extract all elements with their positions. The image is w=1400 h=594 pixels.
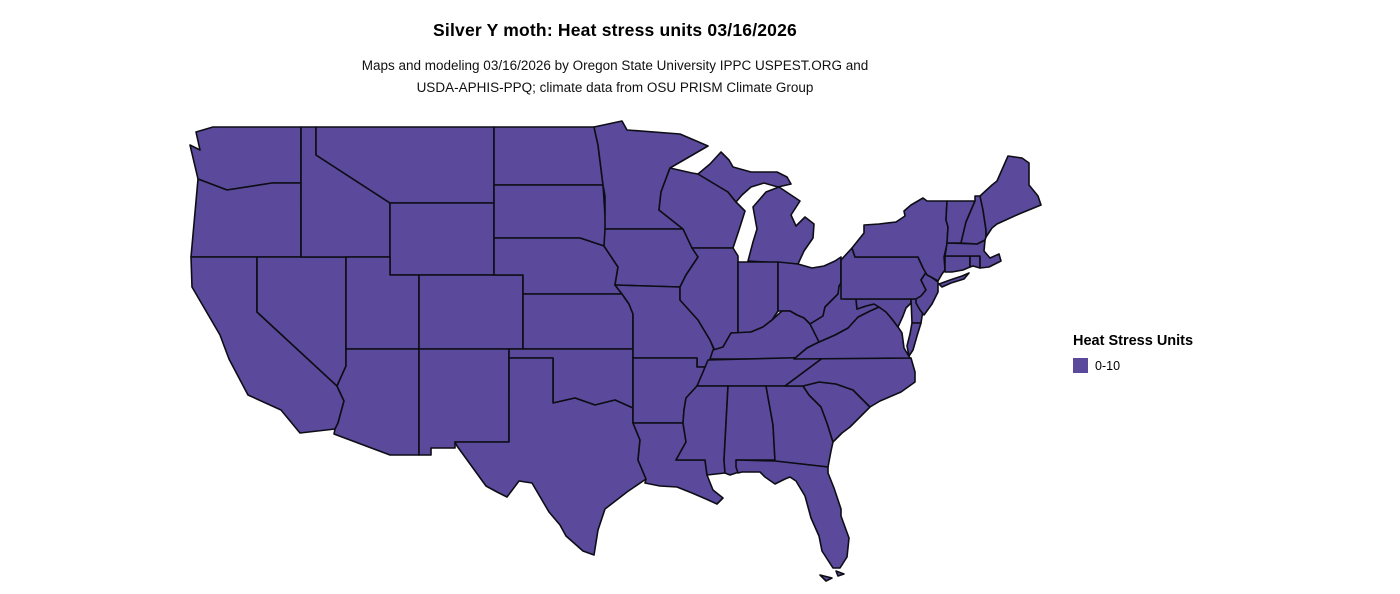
state-new-mexico <box>418 348 510 456</box>
chart-subtitle-line2: USDA-APHIS-PPQ; climate data from OSU PR… <box>416 80 814 95</box>
us-choropleth-map <box>180 120 1060 590</box>
delmarva-eastern-shore <box>906 322 922 357</box>
legend-item: 0-10 <box>1073 358 1193 373</box>
state-maine <box>979 155 1042 238</box>
state-colorado <box>418 274 524 350</box>
state-wyoming <box>389 202 495 276</box>
legend: Heat Stress Units 0-10 <box>1073 333 1193 373</box>
state-south-dakota <box>493 184 607 247</box>
legend-swatch <box>1073 358 1088 373</box>
us-map-svg <box>189 120 1042 582</box>
state-washington <box>189 126 302 191</box>
new-york-long-island <box>938 272 970 288</box>
legend-title: Heat Stress Units <box>1073 333 1194 349</box>
state-north-carolina <box>784 356 916 408</box>
state-texas <box>454 357 647 556</box>
state-arizona <box>333 348 420 456</box>
florida-keys <box>819 574 833 582</box>
chart-title: Silver Y moth: Heat stress units 03/16/2… <box>433 20 797 40</box>
state-michigan-upper-peninsula <box>697 151 792 203</box>
state-rhode-island <box>969 255 981 269</box>
state-oregon <box>190 178 302 258</box>
state-kansas <box>522 293 634 350</box>
legend-label: 0-10 <box>1095 358 1121 373</box>
state-north-dakota <box>493 126 604 186</box>
state-florida <box>735 459 850 569</box>
chart-subtitle: Maps and modeling 03/16/2026 by Oregon S… <box>0 55 1230 99</box>
florida-keys-west <box>835 570 845 577</box>
figure-header: Silver Y moth: Heat stress units 03/16/2… <box>0 0 1230 99</box>
state-connecticut <box>944 255 971 273</box>
state-new-jersey <box>915 267 939 316</box>
state-michigan <box>747 186 815 265</box>
chart-subtitle-line1: Maps and modeling 03/16/2026 by Oregon S… <box>361 58 869 73</box>
state-massachusetts <box>944 239 1002 269</box>
